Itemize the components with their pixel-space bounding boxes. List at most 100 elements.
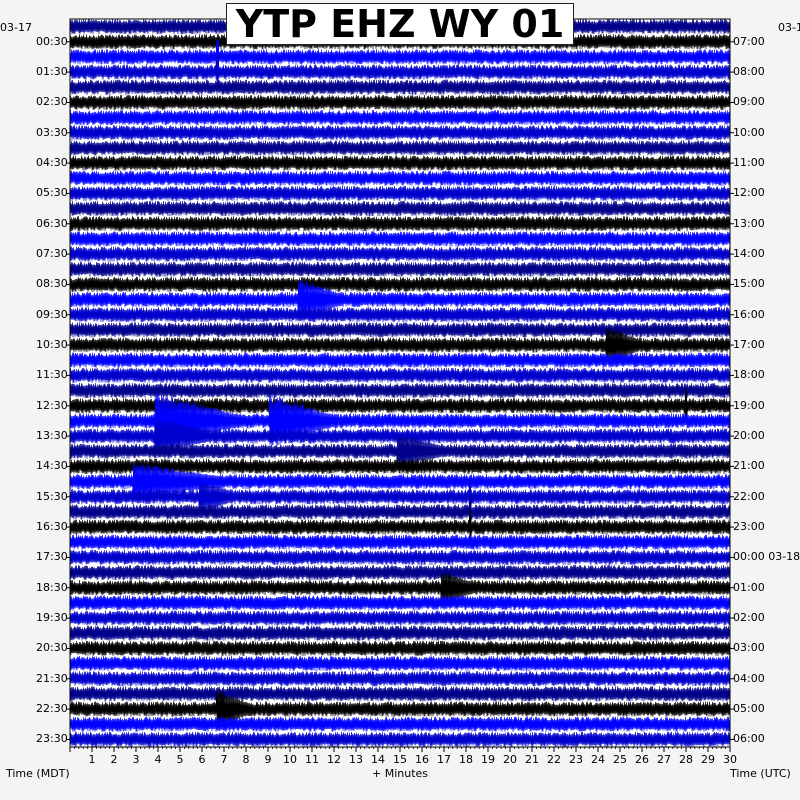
plot-background [70, 19, 730, 747]
x-tick-label: 24 [591, 753, 605, 766]
x-tick-label: 22 [547, 753, 561, 766]
trace-row-31 [70, 480, 730, 514]
trace-row-20 [70, 322, 730, 338]
x-tick-label: 2 [110, 753, 118, 766]
x-tick-label: 4 [154, 753, 162, 766]
x-tick-label: 28 [679, 753, 693, 766]
x-tick-label: 1 [88, 753, 96, 766]
right-time-label: 10:00 [733, 125, 765, 139]
trace-row-11 [70, 185, 730, 202]
right-time-label: 06:00 [733, 732, 765, 746]
trace-row-37 [70, 572, 730, 604]
trace-row-46 [70, 716, 730, 732]
x-tick-label: 25 [613, 753, 627, 766]
left-time-label: 16:30 [36, 520, 68, 534]
right-time-label: 04:00 [733, 671, 765, 685]
trace-row-33 [70, 510, 730, 544]
trace-row-13 [70, 216, 730, 232]
right-time-label: 19:00 [733, 398, 765, 412]
x-tick-label: 20 [503, 753, 517, 766]
right-time-label: 21:00 [733, 459, 765, 473]
trace-row-25 [70, 389, 730, 423]
right-time-label: 12:00 [733, 186, 765, 200]
trace-row-15 [70, 246, 730, 262]
left-time-label: 09:30 [36, 307, 68, 321]
right-time-label: 02:00 [733, 611, 765, 625]
x-tick-label: 14 [371, 753, 385, 766]
trace-row-29 [70, 458, 730, 475]
right-date-label: 03-1 [778, 21, 800, 34]
right-time-label: 22:00 [733, 489, 765, 503]
trace-row-30 [70, 462, 730, 500]
trace-row-47 [70, 731, 730, 748]
right-time-label: 09:00 [733, 95, 765, 109]
trace-row-6 [70, 109, 730, 126]
left-time-label: 22:30 [36, 702, 68, 716]
left-time-label: 13:30 [36, 429, 68, 443]
left-time-label: 17:30 [36, 550, 68, 564]
x-tick-label: 15 [393, 753, 407, 766]
left-time-label: 01:30 [36, 65, 68, 79]
trace-row-17 [70, 276, 730, 293]
trace-row-9 [70, 155, 730, 171]
x-tick-label: 11 [305, 753, 319, 766]
trace-row-40 [70, 625, 730, 641]
right-time-label: 17:00 [733, 338, 765, 352]
x-axis-label: + Minutes [371, 767, 429, 780]
right-time-label: 14:00 [733, 247, 765, 261]
trace-row-34 [70, 534, 730, 550]
trace-row-23 [70, 367, 730, 384]
x-tick-label: 5 [176, 753, 184, 766]
right-time-label: 13:00 [733, 216, 765, 230]
left-time-label: 00:30 [36, 34, 68, 48]
x-tick-label: 7 [220, 753, 228, 766]
left-axis-label: Time (MDT) [6, 767, 70, 780]
trace-row-1 [70, 34, 730, 50]
left-time-label: 07:30 [36, 247, 68, 261]
trace-row-42 [70, 655, 730, 672]
trace-row-39 [70, 610, 730, 626]
trace-row-16 [70, 261, 730, 277]
trace-row-43 [70, 671, 730, 687]
left-date-label: 03-17 [0, 21, 32, 34]
trace-row-22 [70, 352, 730, 368]
left-time-label: 19:30 [36, 611, 68, 625]
right-time-label: 18:00 [733, 368, 765, 382]
trace-row-3 [70, 55, 730, 89]
left-time-label: 05:30 [36, 186, 68, 200]
trace-row-12 [70, 200, 730, 217]
y-axis-ticks [66, 41, 734, 740]
trace-row-35 [70, 549, 730, 566]
x-tick-label: 23 [569, 753, 583, 766]
right-time-label: 01:00 [733, 580, 765, 594]
left-time-label: 08:30 [36, 277, 68, 291]
right-time-label: 07:00 [733, 34, 765, 48]
seismic-traces [70, 18, 730, 748]
x-tick-label: 30 [723, 753, 737, 766]
trace-row-41 [70, 640, 730, 657]
trace-row-7 [70, 125, 730, 141]
x-tick-label: 10 [283, 753, 297, 766]
x-tick-label: 9 [264, 753, 272, 766]
trace-row-27 [70, 417, 730, 456]
trace-row-5 [70, 94, 730, 111]
x-tick-label: 17 [437, 753, 451, 766]
trace-row-21 [70, 327, 730, 362]
x-axis-ticks [69, 747, 731, 752]
x-tick-label: 3 [132, 753, 140, 766]
trace-row-45 [70, 690, 730, 729]
left-time-label: 14:30 [36, 459, 68, 473]
right-time-label: 03:00 [733, 641, 765, 655]
chart-title: YTP EHZ WY 01 [235, 2, 565, 46]
x-tick-label: 26 [635, 753, 649, 766]
trace-row-2 [70, 40, 730, 74]
left-time-label: 03:30 [36, 125, 68, 139]
trace-row-18 [70, 279, 730, 320]
x-tick-label: 16 [415, 753, 429, 766]
right-time-label: 08:00 [733, 65, 765, 79]
left-time-label: 06:30 [36, 216, 68, 230]
left-time-label: 21:30 [36, 671, 68, 685]
x-tick-label: 6 [198, 753, 206, 766]
trace-row-32 [70, 495, 730, 529]
